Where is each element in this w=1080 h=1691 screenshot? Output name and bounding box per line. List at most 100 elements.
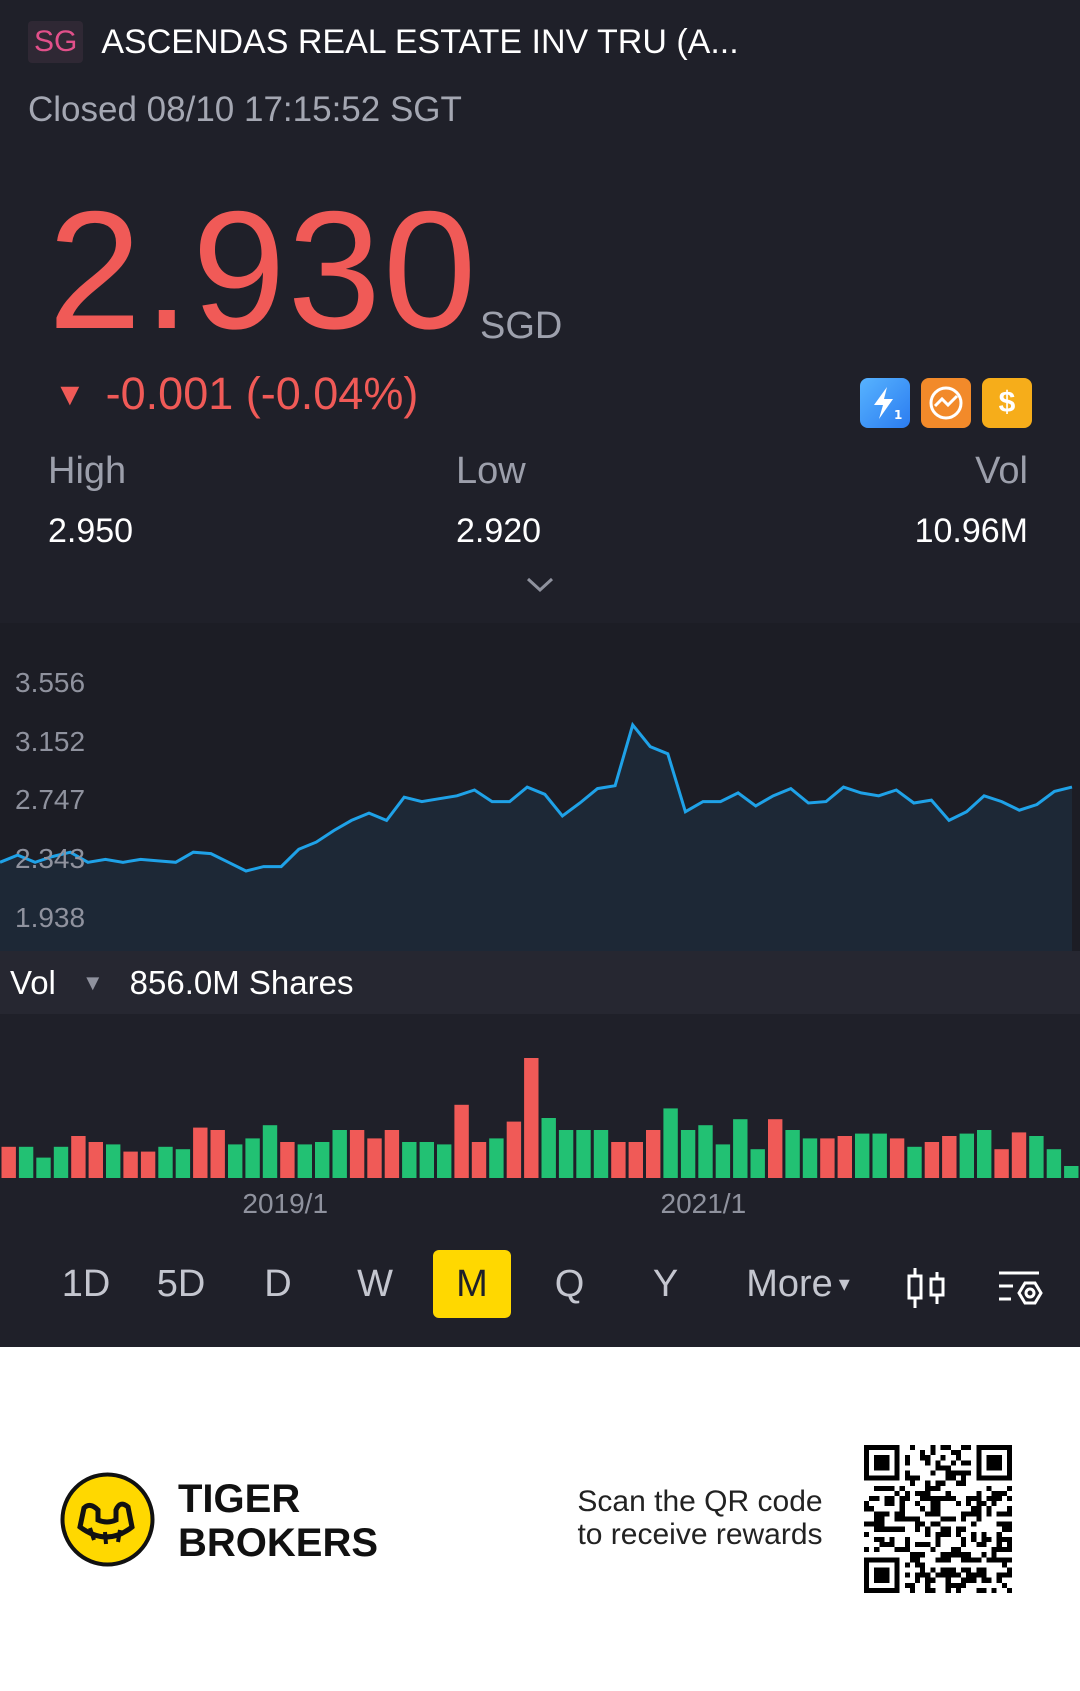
volume-bar <box>53 1146 69 1178</box>
period-y[interactable]: Y <box>652 1262 679 1305</box>
currency-label: SGD <box>480 305 563 347</box>
high-label: High <box>48 450 127 492</box>
volume-bar <box>158 1146 173 1178</box>
volume-bar <box>872 1133 887 1178</box>
volume-bar <box>994 1149 1009 1178</box>
period-w[interactable]: W <box>357 1262 393 1305</box>
volume-bar <box>959 1133 974 1178</box>
period-d[interactable]: D <box>264 1262 292 1305</box>
volume-bar <box>750 1149 765 1178</box>
volume-bar <box>802 1138 818 1178</box>
volume-bar <box>228 1144 243 1178</box>
period-selector: 1D 5D D W M Q Y More ▾ <box>0 1250 1080 1325</box>
volume-bar <box>576 1130 591 1178</box>
volume-bar <box>454 1104 469 1178</box>
price-change: ▼ -0.001 (-0.04%) <box>54 368 418 420</box>
chart-settings-icon[interactable] <box>995 1264 1043 1312</box>
period-5d[interactable]: 5D <box>156 1262 206 1305</box>
volume-bar <box>36 1157 51 1178</box>
volume-bar <box>1 1146 16 1178</box>
volume-bar <box>855 1133 870 1178</box>
volume-bar <box>977 1130 992 1178</box>
trend-icon[interactable] <box>921 378 971 428</box>
volume-bar <box>1029 1136 1044 1178</box>
y-tick-label: 3.152 <box>15 725 86 757</box>
y-tick-label: 2.343 <box>15 843 86 875</box>
volume-bar <box>367 1138 382 1178</box>
period-more[interactable]: More ▾ <box>733 1250 863 1318</box>
volume-bar <box>280 1142 295 1178</box>
volume-bar <box>245 1138 260 1178</box>
volume-bar <box>123 1151 138 1178</box>
volume-bar <box>1046 1149 1062 1178</box>
volume-bar <box>907 1146 922 1178</box>
period-1d[interactable]: 1D <box>61 1262 111 1305</box>
volume-bar <box>1011 1132 1027 1178</box>
volume-chart-svg <box>1 1058 1079 1178</box>
market-status: Closed 08/10 17:15:52 SGT <box>28 90 462 129</box>
volume-bar <box>471 1142 487 1178</box>
y-tick-label: 1.938 <box>15 901 86 933</box>
volume-bar <box>837 1136 852 1178</box>
price-line <box>0 721 1073 873</box>
volume-bar <box>611 1142 626 1178</box>
vol-label: Vol <box>975 450 1028 492</box>
low-value: 2.920 <box>456 512 542 550</box>
share-footer: TIGER BROKERS Scan the QR code to receiv… <box>0 1347 1080 1691</box>
volume-bar <box>489 1138 504 1178</box>
volume-bar <box>402 1142 417 1178</box>
volume-bar <box>437 1144 452 1178</box>
volume-bar <box>193 1127 208 1178</box>
stock-title[interactable]: ASCENDAS REAL ESTATE INV TRU (A... <box>101 22 739 61</box>
low-label: Low <box>456 450 526 492</box>
volume-bar <box>680 1130 696 1178</box>
volume-value: 856.0M Shares <box>129 963 354 1001</box>
volume-bar <box>663 1108 678 1178</box>
header: SG ASCENDAS REAL ESTATE INV TRU (A... Cl… <box>28 21 1058 130</box>
volume-bar <box>942 1136 957 1178</box>
y-tick-label: 3.556 <box>15 667 86 698</box>
change-value: -0.001 (-0.04%) <box>105 368 419 419</box>
lightning-l1-icon[interactable]: 1 <box>860 378 910 428</box>
volume-bar <box>768 1119 783 1178</box>
volume-bar <box>558 1130 574 1178</box>
volume-bar <box>384 1130 400 1178</box>
feature-badges: 1 $ <box>860 378 1032 428</box>
volume-bar <box>262 1125 278 1178</box>
volume-bar <box>175 1149 191 1178</box>
volume-bar <box>106 1144 121 1178</box>
last-price: 2.930 <box>48 176 479 364</box>
dollar-icon[interactable]: $ <box>982 378 1032 428</box>
period-m[interactable]: M <box>433 1250 511 1318</box>
scan-text: Scan the QR code to receive rewards <box>555 1485 845 1551</box>
brand-line-2: BROKERS <box>178 1521 379 1565</box>
volume-bar <box>419 1142 434 1178</box>
y-tick-label: 2.747 <box>15 784 86 816</box>
indicator-label: Vol <box>10 963 56 1001</box>
volume-bar <box>733 1119 748 1178</box>
volume-indicator-bar[interactable]: Vol ▼ 856.0M Shares <box>0 951 1080 1014</box>
volume-bar <box>71 1136 86 1178</box>
volume-bar <box>889 1138 905 1178</box>
volume-bar <box>646 1130 661 1178</box>
volume-bar <box>506 1121 522 1178</box>
volume-bar <box>88 1142 103 1178</box>
caret-down-icon: ▾ <box>838 1271 850 1296</box>
volume-chart <box>0 1014 1080 1244</box>
volume-bar <box>715 1144 731 1178</box>
scan-line-1: Scan the QR code <box>577 1485 823 1518</box>
period-q[interactable]: Q <box>554 1262 585 1305</box>
qr-code-icon <box>864 1445 1012 1593</box>
vol-value: 10.96M <box>914 512 1028 550</box>
volume-bar <box>140 1151 156 1178</box>
chevron-down-icon[interactable] <box>525 575 555 595</box>
scan-line-2: to receive rewards <box>577 1518 823 1551</box>
candlestick-icon[interactable] <box>902 1264 950 1312</box>
volume-bar <box>593 1130 609 1178</box>
volume-bar <box>698 1125 713 1178</box>
volume-bar <box>315 1142 330 1178</box>
more-label: More <box>746 1262 833 1305</box>
price-area <box>0 724 1072 953</box>
price-chart[interactable] <box>0 623 1080 953</box>
caret-down-icon[interactable]: ▼ <box>81 969 104 995</box>
